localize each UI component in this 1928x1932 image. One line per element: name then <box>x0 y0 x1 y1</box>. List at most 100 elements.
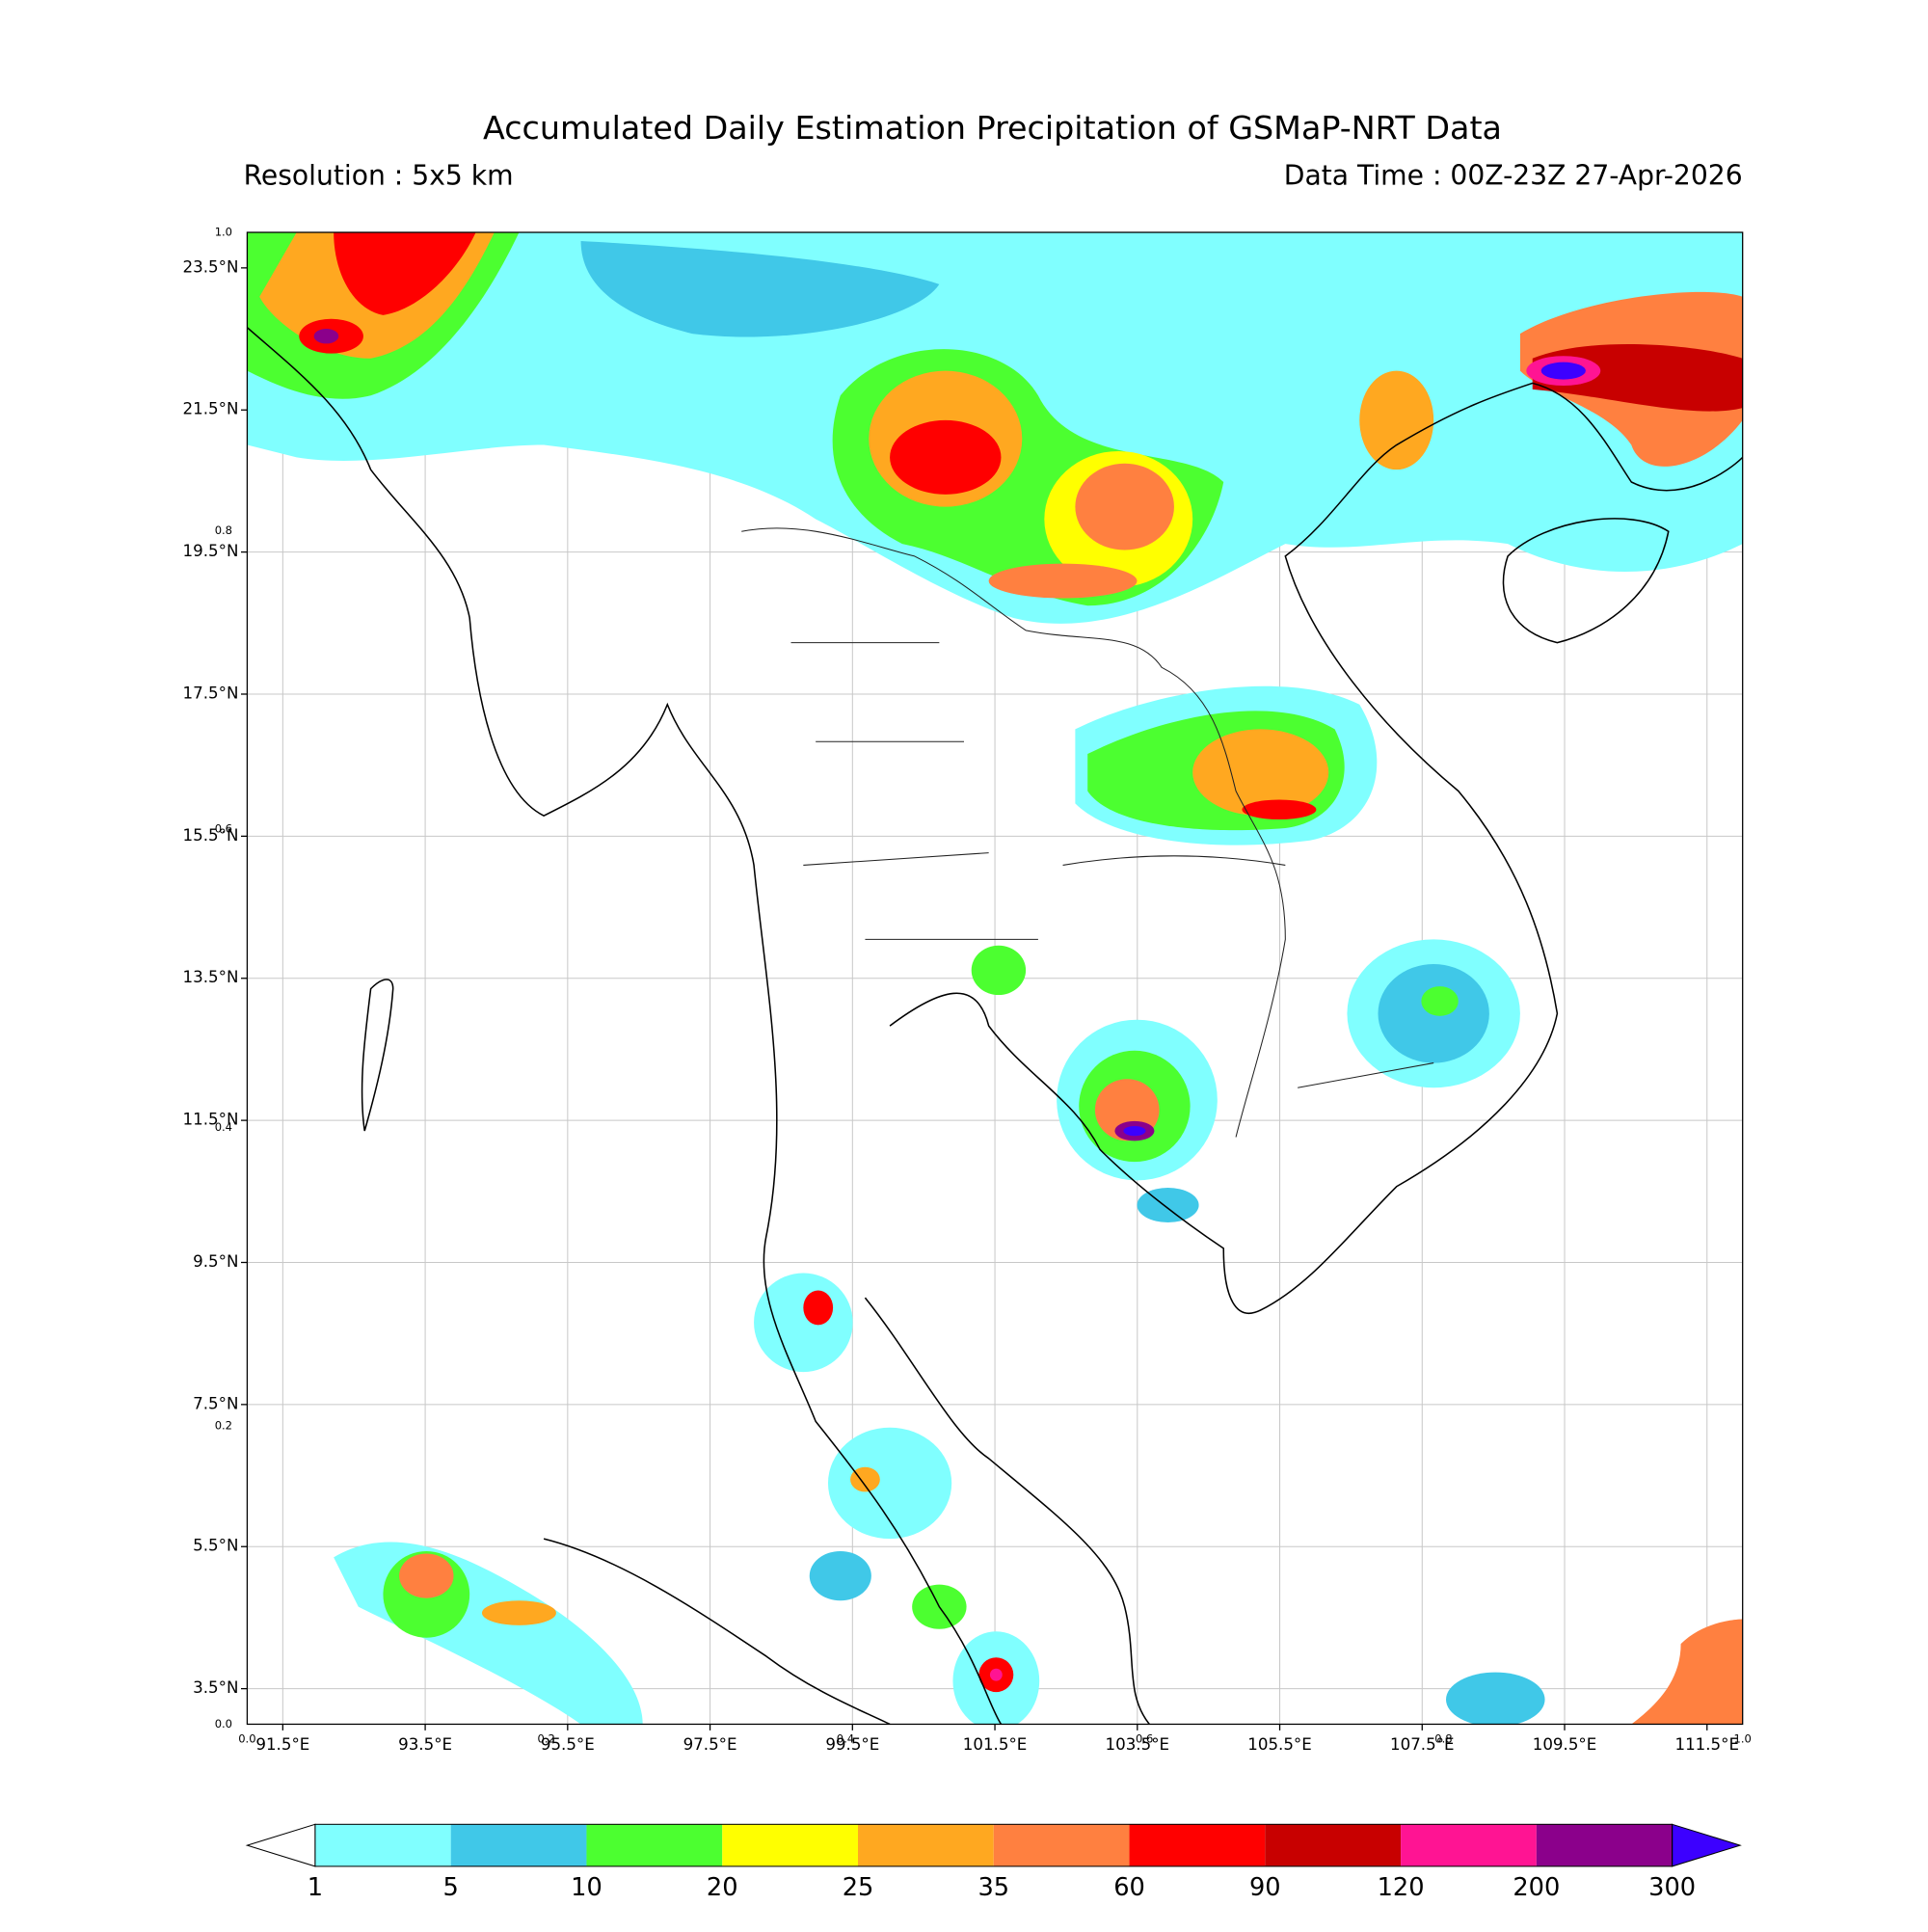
precipitation-field <box>247 232 1743 1725</box>
lat-tick-label: 19.5°N <box>183 542 239 560</box>
colorbar-box <box>586 1824 723 1866</box>
colorbar-box <box>858 1824 994 1866</box>
frame-tick-label: 0.2 <box>215 1418 232 1432</box>
colorbar-label: 200 <box>1513 1873 1560 1902</box>
colorbar-label: 60 <box>1113 1873 1145 1902</box>
rain-area <box>1359 370 1434 470</box>
coastlines <box>247 327 1743 1725</box>
rain-area <box>1540 362 1586 380</box>
coastline <box>1502 518 1670 644</box>
lon-tick-label: 99.5°E <box>825 1735 879 1754</box>
lat-tick-label: 9.5°N <box>193 1252 238 1271</box>
lat-tick-label: 7.5°N <box>193 1394 238 1412</box>
rain-area <box>1137 1188 1199 1222</box>
colorbar-label: 5 <box>443 1873 459 1902</box>
colorbar-box <box>722 1824 858 1866</box>
lat-tick-label: 13.5°N <box>183 968 239 986</box>
resolution: Resolution : 5x5 km <box>244 159 514 191</box>
rain-area <box>580 241 940 337</box>
coastline <box>543 1538 891 1725</box>
colorbar-frame <box>314 1823 1674 1867</box>
rain-area <box>1421 986 1459 1016</box>
colorbar-box <box>314 1824 451 1866</box>
colorbar-label: 120 <box>1378 1873 1425 1902</box>
lon-tick-label: 103.5°E <box>1106 1735 1170 1754</box>
lon-tick-label: 91.5°E <box>255 1735 309 1754</box>
coastline <box>247 327 1003 1725</box>
rain-area <box>399 1553 454 1598</box>
rain-area <box>482 1600 556 1625</box>
colorbar-box <box>1129 1824 1266 1866</box>
rain-area <box>334 232 476 315</box>
rain-area <box>1446 1672 1545 1725</box>
lon-tick-label: 97.5°E <box>683 1735 737 1754</box>
rain-area <box>1631 1619 1743 1725</box>
colorbar-label: 90 <box>1249 1873 1281 1902</box>
colorbar-box <box>1401 1824 1537 1866</box>
frame-tick-label: 0.8 <box>215 523 232 537</box>
lon-tick-label: 111.5°E <box>1674 1735 1739 1754</box>
rain-area <box>988 563 1138 599</box>
rain-area <box>890 419 1002 495</box>
lat-tick-label: 11.5°N <box>183 1111 239 1129</box>
colorbar-box <box>993 1824 1130 1866</box>
rain-area <box>850 1466 880 1492</box>
data-time: Data Time : 00Z-23Z 27-Apr-2026 <box>1284 159 1743 191</box>
lat-tick-label: 21.5°N <box>183 400 239 418</box>
frame-tick-label: 1.0 <box>215 226 232 239</box>
lat-tick-label: 17.5°N <box>183 684 239 702</box>
lon-tick-label: 101.5°E <box>963 1735 1028 1754</box>
colorbar-label: 1 <box>308 1873 323 1902</box>
rain-area <box>1123 1125 1146 1137</box>
rain-area <box>1192 729 1329 817</box>
title: Accumulated Daily Estimation Precipitati… <box>483 109 1502 147</box>
lat-tick-label: 5.5°N <box>193 1537 238 1555</box>
colorbar-label: 20 <box>707 1873 738 1902</box>
frame-tick-label: 0.4 <box>837 1731 854 1745</box>
border <box>790 642 1434 1088</box>
lon-tick-label: 105.5°E <box>1247 1735 1312 1754</box>
rain-area <box>803 1290 834 1326</box>
lon-tick-label: 93.5°E <box>398 1735 452 1754</box>
rain-area <box>971 945 1027 996</box>
coastline <box>864 1297 1150 1725</box>
lon-tick-label: 109.5°E <box>1533 1735 1597 1754</box>
lat-tick-label: 3.5°N <box>193 1678 238 1697</box>
colorbar-box <box>1536 1824 1673 1866</box>
lon-tick-label: 95.5°E <box>541 1735 595 1754</box>
frame-tick-label: 0.6 <box>215 821 232 835</box>
frame-tick-label: 0.0 <box>215 1717 232 1731</box>
colorbar-under <box>245 1823 316 1867</box>
lon-tick-label: 107.5°E <box>1390 1735 1455 1754</box>
frame-tick-label: 0.0 <box>238 1731 255 1745</box>
frame-tick-label: 0.4 <box>215 1120 232 1134</box>
frame-tick-label: 0.2 <box>538 1731 555 1745</box>
frame-tick-label: 0.6 <box>1136 1731 1153 1745</box>
border <box>741 527 1286 1138</box>
rain-area <box>754 1273 853 1373</box>
colorbar-label: 10 <box>571 1873 602 1902</box>
frame-tick-label: 0.8 <box>1434 1731 1452 1745</box>
lat-tick-label: 15.5°N <box>183 826 239 845</box>
rain-area <box>1242 799 1317 819</box>
coastline <box>361 979 394 1132</box>
rain-area <box>1075 463 1174 550</box>
rain-area <box>827 1427 952 1540</box>
colorbar: 1 5 10 20 25 35 60 90 120 200 300 <box>245 1823 1742 1902</box>
coastline <box>889 382 1743 1314</box>
colorbar-box <box>1265 1824 1402 1866</box>
rain-area <box>809 1550 871 1601</box>
rain-area <box>313 329 339 344</box>
lat-tick-label: 23.5°N <box>183 257 239 276</box>
colorbar-box <box>450 1824 587 1866</box>
borders <box>741 527 1434 1138</box>
rain-area <box>989 1668 1003 1681</box>
frame-tick-label: 1.0 <box>1734 1731 1752 1745</box>
colorbar-label: 300 <box>1648 1873 1696 1902</box>
colorbar-label: 35 <box>977 1873 1009 1902</box>
colorbar-label: 25 <box>843 1873 874 1902</box>
axes: 91.5°E 93.5°E 95.5°E 97.5°E 99.5°E 101.5°E 103… <box>183 226 1752 1754</box>
rain-area <box>334 1542 643 1725</box>
colorbar-over <box>1672 1823 1742 1867</box>
